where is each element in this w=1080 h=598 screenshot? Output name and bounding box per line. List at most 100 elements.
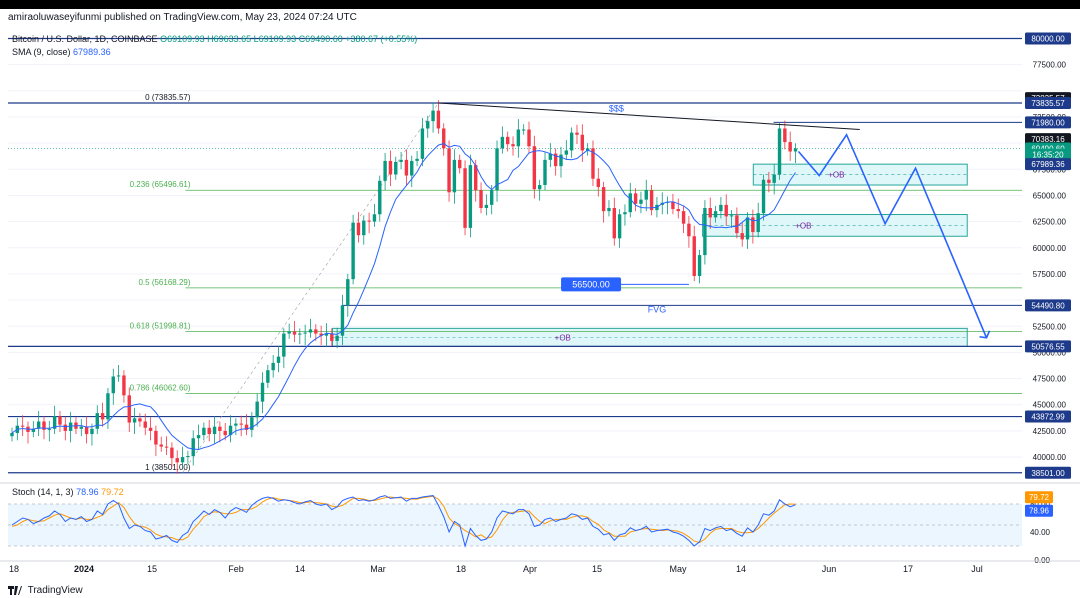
candle-body (756, 213, 760, 233)
stoch-d-line (11, 495, 796, 544)
candle-body (303, 332, 307, 334)
candle-body (218, 426, 222, 431)
candle-body (458, 159, 462, 169)
drawings-layer: $$$ FVG 56500.00 (438, 102, 991, 339)
candle-body (20, 425, 25, 427)
price-badge (1025, 158, 1071, 171)
stoch-label: Stoch (14, 1, 3) (12, 487, 74, 497)
symbol-legend[interactable]: Bitcoin / U.S. Dollar, 1D, COINBASE O691… (12, 34, 417, 44)
candle-body (106, 393, 110, 420)
candle-body (591, 148, 595, 179)
candle-body (132, 418, 137, 423)
candle-body (692, 236, 696, 277)
candle-body (495, 148, 499, 191)
price-tick-label: 47500.00 (1033, 375, 1067, 384)
candle-body (745, 217, 750, 240)
candle-body (271, 362, 275, 371)
candle-body (601, 187, 606, 212)
time-tick-label: Mar (370, 564, 386, 574)
price-tick-label: 45000.00 (1033, 401, 1067, 410)
candle-body (543, 159, 547, 185)
candle-body (399, 159, 403, 162)
stoch-d-value: 79.72 (101, 487, 124, 497)
stoch-tick-label: 40.00 (1030, 528, 1051, 537)
ohlc-values: O69109.93 H69633.65 L69109.93 C69490.60 … (160, 34, 418, 44)
candle-body (84, 426, 89, 435)
candle-body (442, 128, 446, 149)
candle-body (388, 160, 393, 175)
candle-body (154, 430, 158, 445)
candle-body (484, 204, 489, 208)
stoch-badge-label: 78.96 (1029, 507, 1050, 516)
price-badge-label: 38501.00 (1031, 469, 1065, 478)
candle-body (351, 222, 355, 280)
candle-body (164, 446, 169, 448)
candle-body (527, 129, 531, 147)
candle-body (324, 333, 329, 336)
tradingview-brand[interactable]: TradingView (8, 585, 83, 596)
candle-body (521, 129, 526, 131)
zone-label: +OB (828, 171, 844, 180)
price-badge-label: 80000.00 (1031, 34, 1065, 43)
candle-body (31, 428, 36, 432)
price-axis: 80000.0077500.0072500.0067500.0065000.00… (1025, 32, 1071, 479)
candle-body (244, 424, 249, 430)
candle-body (58, 416, 62, 425)
candle-body (404, 159, 409, 176)
candle-body (671, 201, 675, 210)
candle-body (708, 208, 712, 218)
candle-body (239, 423, 243, 425)
time-tick-label: 18 (9, 564, 19, 574)
projection-path (797, 133, 988, 339)
candle-body (415, 158, 419, 161)
candle-body (260, 382, 265, 402)
candle-body (537, 184, 542, 190)
sma-legend[interactable]: SMA (9, close) 67989.36 (12, 47, 111, 57)
candle-body (649, 190, 654, 211)
zone-label: +OB (555, 333, 571, 342)
candle-body (42, 421, 46, 430)
candle-body (180, 457, 185, 463)
candle-body (100, 413, 105, 420)
candle-body (564, 150, 569, 155)
candle-body (697, 255, 702, 277)
candle-body (516, 129, 521, 147)
low-price-label: 56500.00 (572, 279, 610, 289)
candle-body (607, 208, 611, 212)
candle-body (346, 279, 350, 306)
candle-body (175, 458, 179, 463)
candle-body (79, 426, 83, 429)
candle-body (703, 208, 707, 256)
candle-body (474, 165, 478, 191)
candle-body (548, 153, 553, 160)
stoch-k-line (11, 495, 796, 548)
fib-level-label: 0.5 (56168.29) (138, 278, 190, 287)
candle-body (298, 333, 302, 335)
candle-body (276, 356, 281, 363)
candle-body (52, 416, 57, 429)
price-badge-label: 16:35:20 (1032, 151, 1064, 160)
fib-level-label: 1 (38501.00) (145, 463, 191, 472)
price-tick-label: 60000.00 (1033, 244, 1067, 253)
price-badge (1025, 116, 1071, 129)
candle-body (719, 204, 723, 212)
candle-body (308, 329, 313, 333)
price-tick-label: 40000.00 (1033, 453, 1067, 462)
chart-annotation: $$$ (609, 104, 624, 114)
candle-body (159, 444, 163, 447)
candle-body (287, 331, 291, 334)
candle-body (431, 110, 435, 122)
candle-body (148, 427, 153, 431)
time-tick-label: May (669, 564, 687, 574)
stoch-legend[interactable]: Stoch (14, 1, 3) 78.96 79.72 (12, 487, 124, 497)
candle-body (212, 426, 217, 435)
candle-body (116, 375, 121, 377)
candle-body (479, 190, 483, 208)
time-tick-label: 18 (456, 564, 466, 574)
candle-body (335, 335, 339, 341)
price-badge-label: 70383.16 (1031, 135, 1065, 144)
candle-body (228, 425, 233, 436)
price-badge-label: 71980.00 (1031, 118, 1065, 127)
